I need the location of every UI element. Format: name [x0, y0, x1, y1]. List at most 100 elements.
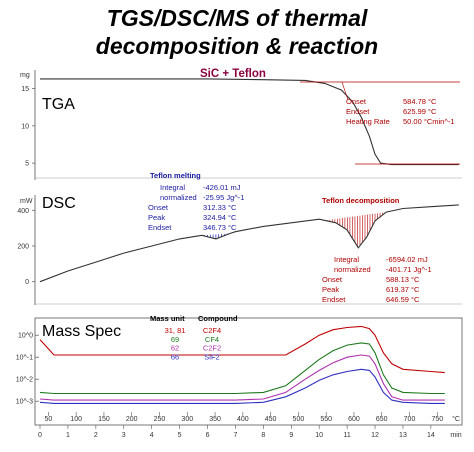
ms-y-ticks: 10^0 10^-1 10^-2 10^-3	[16, 333, 39, 406]
ms-series-c2f2	[39, 354, 445, 401]
teflon-melting-label: Integral	[160, 183, 185, 192]
dsc-series-line	[39, 204, 459, 283]
ms-legend-header-compound: Compound	[198, 314, 238, 323]
ms-panel: 10^010^-110^-210^-3 Mass Spec Mass unit …	[16, 314, 463, 439]
ms-time-tick-label: 4	[150, 432, 154, 439]
teflon-decomposition-value: 646.59 °C	[386, 295, 420, 304]
ms-temp-unit: °C	[452, 415, 460, 423]
ms-time-tick-label: 12	[371, 432, 379, 439]
tga-panel: mg 5 10 15 TGA SiC + Teflon Onset 584.78 °C…	[20, 68, 462, 180]
ms-temp-tick-label: 300	[181, 416, 193, 423]
ms-time-tick-label: 2	[94, 432, 98, 439]
ms-y-tick-label: 10^-3	[16, 399, 33, 406]
ms-legend: 31, 81 C2F4 69 CF4 62 C2F2 66 SiF2	[165, 326, 222, 361]
ms-temp-tick-label: 600	[348, 416, 360, 423]
ms-time-tick-label: 3	[122, 432, 126, 439]
ms-temp-tick-label: 700	[404, 416, 416, 423]
tga-y-tick-label: 15	[21, 86, 29, 93]
ms-legend-mass: 31, 81	[165, 326, 186, 335]
ms-time-tick-label: 5	[178, 432, 182, 439]
ms-time-tick-label: 10	[315, 432, 323, 439]
teflon-decomposition-title: Teflon decomposition	[322, 196, 400, 205]
ms-time-tick-label: 9	[289, 432, 293, 439]
ms-temp-tick-label: 550	[320, 416, 332, 423]
dsc-panel: mW 0 200 400 DSC Teflon melting Integral -4…	[17, 171, 462, 305]
ms-series-sif2	[39, 368, 445, 404]
ms-legend-header-mass: Mass unit	[150, 314, 185, 323]
ms-time-ticks: 0 1 2 3 4 5 6 7 8 9 10 11 12 13 14 min	[38, 425, 462, 439]
teflon-decomposition-value: 588.13 °C	[386, 275, 420, 284]
ms-time-tick-label: 6	[206, 432, 210, 439]
teflon-melting-value: -426.01 mJ	[203, 183, 241, 192]
teflon-decomposition-value: 619.37 °C	[386, 285, 420, 294]
tga-y-tick-label: 10	[21, 123, 29, 130]
ms-legend-compound: C2F4	[203, 326, 221, 335]
dsc-y-tick-label: 0	[25, 279, 29, 286]
ms-temp-tick-label: 500	[293, 416, 305, 423]
ms-temp-tick-label: 350	[209, 416, 221, 423]
teflon-decomposition-label: Endset	[322, 295, 346, 304]
ms-temp-tick-label: 750	[431, 416, 443, 423]
teflon-melting-table: Integral -426.01 mJ normalized -25.95 Jg^-1…	[148, 183, 244, 232]
ms-time-unit: min	[450, 432, 461, 439]
dsc-panel-label: DSC	[42, 195, 76, 212]
ms-legend-mass: 62	[171, 344, 179, 353]
tga-annotation-label: Heating Rate	[346, 117, 390, 126]
teflon-melting-value: -25.95 Jg^-1	[203, 193, 244, 202]
teflon-melting-title: Teflon melting	[150, 171, 201, 180]
ms-time-tick-label: 1	[66, 432, 70, 439]
tga-y-tick-label: 5	[25, 161, 29, 168]
ms-time-tick-label: 0	[38, 432, 42, 439]
ms-y-tick-label: 10^-2	[16, 377, 33, 384]
ms-temp-tick-label: 50	[44, 416, 52, 423]
ms-temperature-ticks: 50 100 150 200 250 300 350 400 450 500 550 600 650 70…	[44, 412, 460, 423]
ms-plot-frame	[34, 317, 463, 426]
ms-time-tick-label: 7	[233, 432, 237, 439]
tga-y-ticks: 5 10 15	[21, 86, 35, 168]
ms-time-tick-label: 14	[427, 432, 435, 439]
ms-legend-mass: 69	[171, 335, 179, 344]
teflon-decomposition-label: Integral	[334, 255, 359, 264]
teflon-melting-value: 312.33 °C	[203, 203, 237, 212]
teflon-decomposition-value: -6594.02 mJ	[386, 255, 428, 264]
teflon-decomposition-label: Onset	[322, 275, 343, 284]
dsc-y-ticks: 0 200 400	[17, 208, 35, 286]
ms-y-tick-label: 10^0	[18, 333, 33, 340]
teflon-melting-label: normalized	[160, 193, 197, 202]
tga-annotations: Onset 584.78 °C Endset 625.99 °C Heating Rat…	[346, 97, 455, 126]
ms-temp-tick-label: 650	[376, 416, 388, 423]
ms-temp-tick-label: 200	[126, 416, 138, 423]
tga-unit-label: mg	[20, 72, 30, 79]
dsc-unit-label: mW	[20, 198, 33, 205]
ms-time-tick-label: 11	[343, 432, 350, 439]
ms-temp-tick-label: 250	[154, 416, 166, 423]
tga-annotation-label: Onset	[346, 97, 367, 106]
teflon-melting-label: Onset	[148, 203, 169, 212]
dsc-y-tick-label: 400	[17, 208, 29, 215]
tga-annotation-value: 50.00 °Cmin^-1	[403, 117, 455, 126]
ms-time-tick-label: 13	[399, 432, 407, 439]
dsc-decomposition-hatch	[204, 212, 386, 247]
dsc-y-tick-label: 200	[17, 244, 29, 251]
ms-temp-tick-label: 450	[265, 416, 277, 423]
teflon-decomposition-value: -401.71 Jg^-1	[386, 265, 432, 274]
tga-panel-label: TGA	[42, 96, 75, 113]
teflon-melting-value: 324.94 °C	[203, 213, 237, 222]
tga-annotation-value: 625.99 °C	[403, 107, 437, 116]
ms-temp-tick-label: 100	[70, 416, 82, 423]
ms-temp-tick-label: 400	[237, 416, 249, 423]
ms-series-c2f4	[39, 325, 445, 374]
teflon-decomposition-label: Peak	[322, 285, 339, 294]
teflon-melting-value: 346.73 °C	[203, 223, 237, 232]
ms-panel-label: Mass Spec	[42, 323, 121, 340]
ms-series-lines	[39, 325, 445, 404]
tga-annotation-label: Endset	[346, 107, 370, 116]
teflon-melting-label: Endset	[148, 223, 172, 232]
ms-y-tick-label: 10^-1	[16, 355, 33, 362]
ms-temp-tick-label: 150	[98, 416, 110, 423]
teflon-decomposition-label: normalized	[334, 265, 371, 274]
tga-series-line	[40, 78, 459, 166]
chart-title-line-1: TGS/DSC/MS of thermal	[106, 5, 368, 31]
tga-legend-title: SiC + Teflon	[200, 68, 266, 80]
